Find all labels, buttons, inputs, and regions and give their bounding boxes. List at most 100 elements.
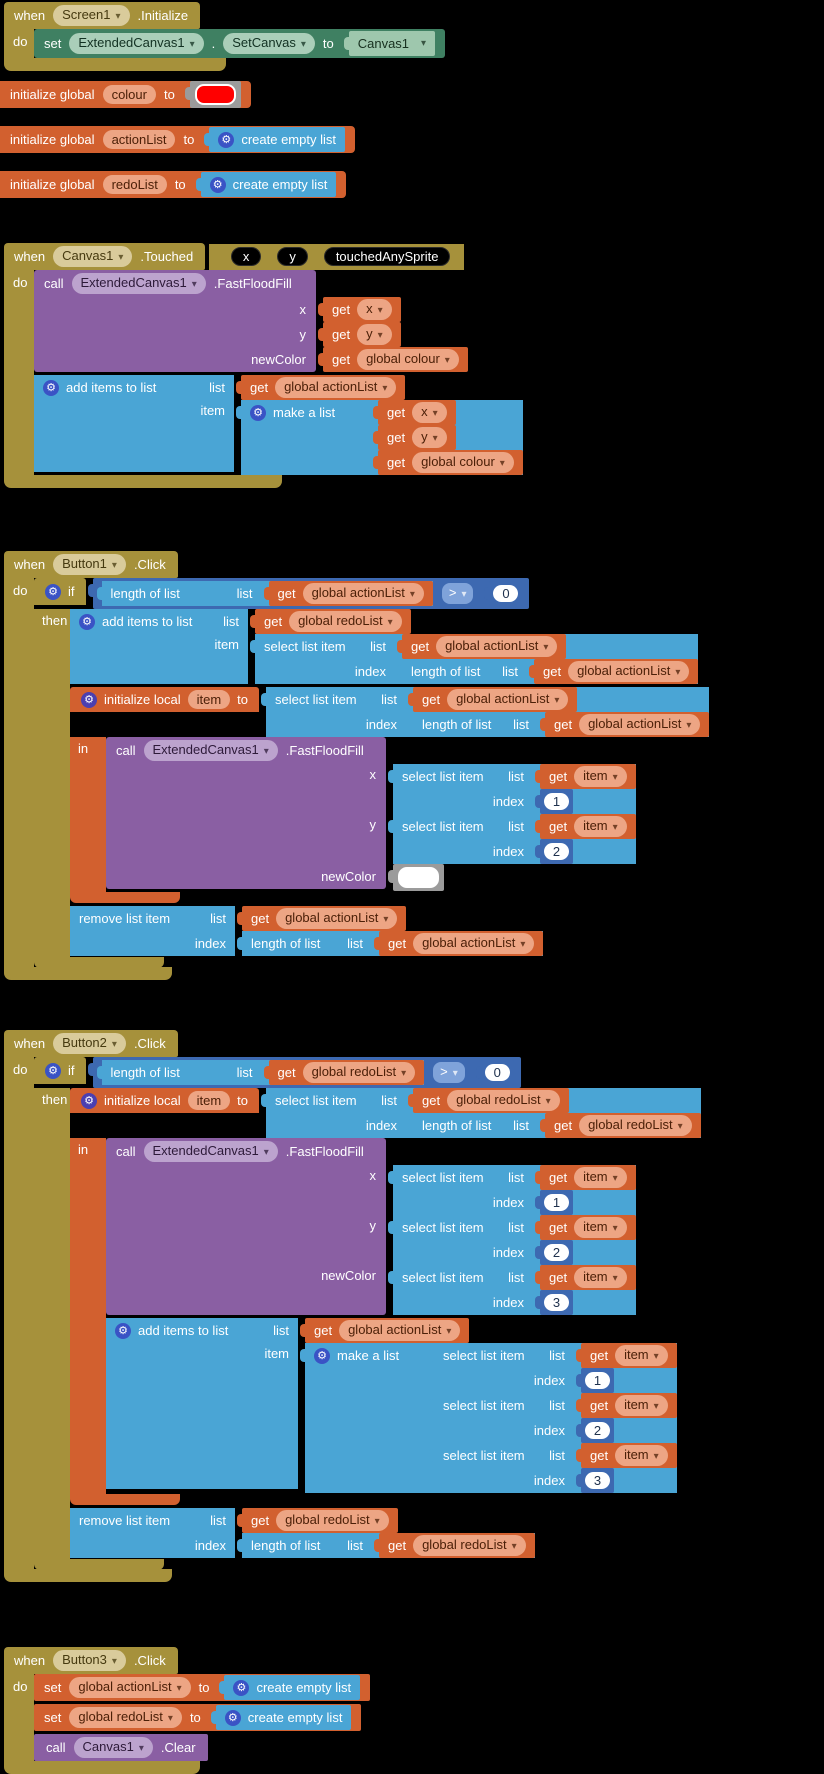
get-global-redolist-block[interactable]: get global redoList (263, 1060, 425, 1085)
color-block-white[interactable] (388, 864, 444, 891)
variable-dropdown-item[interactable]: item (574, 1267, 627, 1288)
variable-dropdown-x[interactable]: x (412, 402, 447, 423)
select-list-item-block[interactable]: select list item list get item (429, 1443, 677, 1493)
length-of-list-block[interactable]: length of list list get global redoList (237, 1533, 535, 1558)
call-fastfloodfill-block[interactable]: call ExtendedCanvas1 .FastFloodFill x (106, 1138, 636, 1315)
mutator-gear-icon[interactable]: ⚙ (233, 1679, 250, 1696)
call-fastfloodfill-block[interactable]: call ExtendedCanvas1 .FastFloodFill x ge… (34, 270, 468, 372)
get-global-redolist-block[interactable]: get global redoList (374, 1533, 535, 1558)
variable-name-colour[interactable]: colour (102, 85, 156, 104)
number-field[interactable]: 1 (585, 1372, 610, 1389)
variable-dropdown-global-actionlist[interactable]: global actionList (436, 636, 558, 657)
length-of-list-block[interactable]: length of list list get global actionList (407, 712, 710, 737)
number-field[interactable]: 0 (493, 585, 519, 602)
get-global-colour-block[interactable]: get global colour (318, 347, 468, 372)
number-0-block[interactable]: 0 (475, 1060, 514, 1085)
set-global-actionlist-block[interactable]: set global actionList to ⚙ create empty … (34, 1674, 371, 1701)
variable-dropdown-global-colour[interactable]: global colour (412, 452, 514, 473)
get-global-actionlist-block[interactable]: get global actionList (299, 1318, 470, 1343)
component-dropdown-extendedcanvas1[interactable]: ExtendedCanvas1 (143, 740, 278, 761)
call-fastfloodfill-block[interactable]: call ExtendedCanvas1 .FastFloodFill x (106, 737, 636, 891)
local-variable-name[interactable]: item (187, 1091, 231, 1110)
get-item-block[interactable]: get item (535, 1165, 636, 1190)
initialize-global-actionlist-block[interactable]: initialize global actionList to ⚙ create… (0, 126, 355, 153)
variable-dropdown-item[interactable]: item (615, 1395, 668, 1416)
create-empty-list-block[interactable]: ⚙ create empty list (210, 1705, 352, 1730)
variable-dropdown-global-redolist[interactable]: global redoList (69, 1707, 182, 1728)
select-list-item-block[interactable]: select list item list get global actionLi… (249, 634, 699, 684)
get-global-actionlist-block[interactable]: get global actionList (236, 906, 407, 931)
color-block-red[interactable] (184, 81, 241, 108)
mutator-gear-icon[interactable]: ⚙ (45, 583, 61, 600)
get-item-block[interactable]: get item (576, 1443, 677, 1468)
event-param-y[interactable]: y (277, 247, 308, 266)
number-1-block[interactable]: 1 (535, 789, 573, 814)
get-item-block[interactable]: get item (535, 814, 636, 839)
initialize-local-item-block[interactable]: ⚙ initialize local item to select list i… (70, 1088, 701, 1505)
get-x-block[interactable]: get x (373, 400, 456, 425)
component-dropdown-button3[interactable]: Button3 (53, 1650, 126, 1671)
component-dropdown-extendedcanvas1[interactable]: ExtendedCanvas1 (69, 33, 204, 54)
get-global-actionlist-block[interactable]: get global actionList (235, 375, 406, 400)
variable-dropdown-item[interactable]: item (574, 1167, 627, 1188)
component-dropdown-extendedcanvas1[interactable]: ExtendedCanvas1 (143, 1141, 278, 1162)
add-items-to-list-block[interactable]: ⚙ add items to list list get global redoL… (70, 609, 699, 684)
variable-dropdown-global-actionlist[interactable]: global actionList (447, 689, 569, 710)
number-2-block[interactable]: 2 (535, 1240, 573, 1265)
local-variable-name[interactable]: item (187, 690, 231, 709)
number-field[interactable]: 2 (544, 1244, 569, 1261)
mutator-gear-icon[interactable]: ⚙ (218, 131, 235, 148)
set-extendedcanvas-setcanvas-block[interactable]: set ExtendedCanvas1 . SetCanvas to Canva… (34, 29, 446, 58)
variable-dropdown-item[interactable]: item (574, 1217, 627, 1238)
variable-name-redolist[interactable]: redoList (102, 175, 167, 194)
mutator-gear-icon[interactable]: ⚙ (81, 1092, 97, 1109)
number-field[interactable]: 1 (544, 793, 569, 810)
get-item-block[interactable]: get item (535, 764, 636, 789)
number-0-block[interactable]: 0 (484, 581, 523, 606)
variable-dropdown-x[interactable]: x (357, 299, 392, 320)
get-global-actionlist-block[interactable]: get global actionList (539, 712, 710, 737)
initialize-global-redolist-block[interactable]: initialize global redoList to ⚙ create e… (0, 171, 347, 198)
if-block[interactable]: ⚙ if length of list list get global actio… (34, 578, 710, 968)
make-a-list-block[interactable]: ⚙ make a list select list (300, 1343, 677, 1493)
greater-than-comparison-block[interactable]: length of list list get global actionList… (87, 578, 530, 609)
variable-dropdown-global-actionlist[interactable]: global actionList (275, 377, 397, 398)
get-global-redolist-block[interactable]: get global redoList (250, 609, 411, 634)
mutator-gear-icon[interactable]: ⚙ (250, 404, 266, 421)
create-empty-list-block[interactable]: ⚙ create empty list (219, 1675, 361, 1700)
mutator-gear-icon[interactable]: ⚙ (43, 379, 59, 396)
when-canvas1-touched-block[interactable]: when Canvas1 .Touched x y touchedAnySpri… (4, 243, 523, 488)
variable-dropdown-global-actionlist[interactable]: global actionList (276, 908, 398, 929)
variable-dropdown-y[interactable]: y (357, 324, 392, 345)
variable-dropdown-global-redolist[interactable]: global redoList (413, 1535, 526, 1556)
initialize-local-item-block[interactable]: ⚙ initialize local item to select list i… (70, 687, 710, 903)
select-list-item-block[interactable]: select list item list get global redoList… (261, 1088, 701, 1138)
mutator-gear-icon[interactable]: ⚙ (81, 691, 97, 708)
number-3-block[interactable]: 3 (535, 1290, 573, 1315)
add-items-to-list-block[interactable]: ⚙ add items to list list get global actio… (106, 1318, 677, 1493)
number-field[interactable]: 0 (484, 1064, 510, 1081)
length-of-list-block[interactable]: length of list list get global actionList (236, 931, 544, 956)
event-param-x[interactable]: x (230, 247, 262, 266)
variable-dropdown-global-redolist[interactable]: global redoList (276, 1510, 389, 1531)
variable-dropdown-global-actionlist[interactable]: global actionList (568, 661, 690, 682)
comparison-operator-dropdown[interactable]: > (433, 1062, 465, 1083)
get-y-block[interactable]: get y (318, 322, 401, 347)
remove-list-item-block[interactable]: remove list item list get global actionLi… (70, 906, 544, 956)
call-canvas1-clear-block[interactable]: call Canvas1 .Clear (34, 1734, 208, 1761)
length-of-list-block[interactable]: length of list list get global redoList (408, 1113, 701, 1138)
create-empty-list-block[interactable]: ⚙ create empty list (204, 127, 345, 152)
number-2-block[interactable]: 2 (576, 1418, 614, 1443)
get-y-block[interactable]: get y (373, 425, 456, 450)
property-dropdown-setcanvas[interactable]: SetCanvas (223, 33, 315, 54)
variable-dropdown-global-redolist[interactable]: global redoList (302, 1062, 416, 1083)
get-global-redolist-block[interactable]: get global redoList (408, 1088, 569, 1113)
if-block[interactable]: ⚙ if length of list list get global redoL… (34, 1057, 701, 1570)
component-dropdown-canvas1[interactable]: Canvas1 (53, 246, 133, 267)
get-item-block[interactable]: get item (535, 1265, 636, 1290)
canvas1-component-value-block[interactable]: Canvas1 (343, 31, 436, 56)
variable-dropdown-item[interactable]: item (574, 816, 627, 837)
variable-dropdown-global-actionlist[interactable]: global actionList (339, 1320, 461, 1341)
